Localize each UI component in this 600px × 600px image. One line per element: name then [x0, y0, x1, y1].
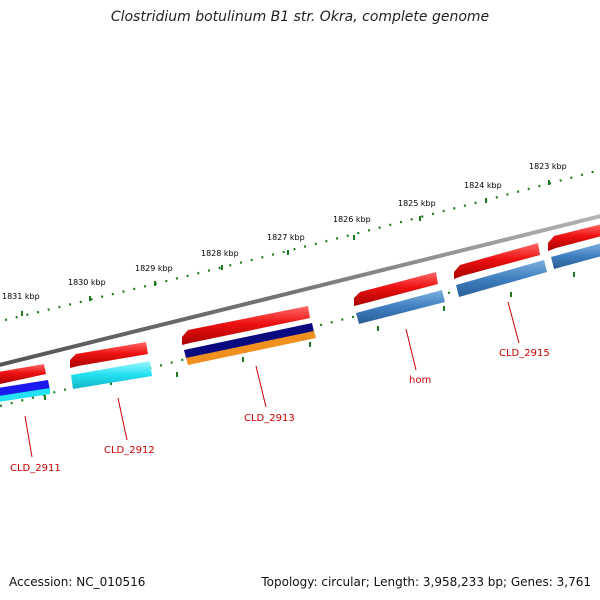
gene-cld-2915[interactable]	[454, 243, 547, 297]
gene-partial-right[interactable]	[548, 224, 600, 269]
scale-label: 1827 kbp	[267, 233, 305, 242]
genome-backbone	[0, 214, 600, 367]
scale-label: 1825 kbp	[398, 199, 436, 208]
gene-label-cld-2915[interactable]: CLD_2915	[499, 348, 550, 359]
scale-label: 1826 kbp	[333, 215, 371, 224]
major-ticks-outer	[21, 180, 550, 316]
scale-labels: 1831 kbp 1830 kbp 1829 kbp 1828 kbp 1827…	[2, 162, 567, 301]
scale-label: 1828 kbp	[201, 249, 239, 258]
gene-label-cld-2911[interactable]: CLD_2911	[10, 463, 61, 474]
scale-label: 1824 kbp	[464, 181, 502, 190]
genome-title: Clostridium botulinum B1 str. Okra, comp…	[110, 9, 490, 25]
gene-label-cld-2912[interactable]: CLD_2912	[104, 445, 155, 456]
scale-label: 1831 kbp	[2, 292, 40, 301]
scale-ruler-outer	[4, 168, 600, 322]
genome-summary-text: Topology: circular; Length: 3,958,233 bp…	[261, 575, 591, 589]
accession-text: Accession: NC_010516	[9, 575, 146, 589]
gene-hom[interactable]	[354, 272, 445, 324]
major-ticks-inner	[44, 272, 575, 400]
scale-label: 1823 kbp	[529, 162, 567, 171]
gene-cld-2911[interactable]	[0, 364, 50, 402]
gene-label-hom[interactable]: hom	[409, 375, 431, 386]
label-leaders	[24, 301, 520, 458]
scale-label: 1830 kbp	[68, 278, 106, 287]
gene-labels: CLD_2911 CLD_2912 CLD_2913 hom CLD_2915	[10, 348, 550, 474]
gene-cld-2912[interactable]	[70, 342, 152, 389]
gene-label-cld-2913[interactable]: CLD_2913	[244, 413, 295, 424]
scale-label: 1829 kbp	[135, 264, 173, 273]
gene-cld-2913[interactable]	[182, 306, 316, 365]
